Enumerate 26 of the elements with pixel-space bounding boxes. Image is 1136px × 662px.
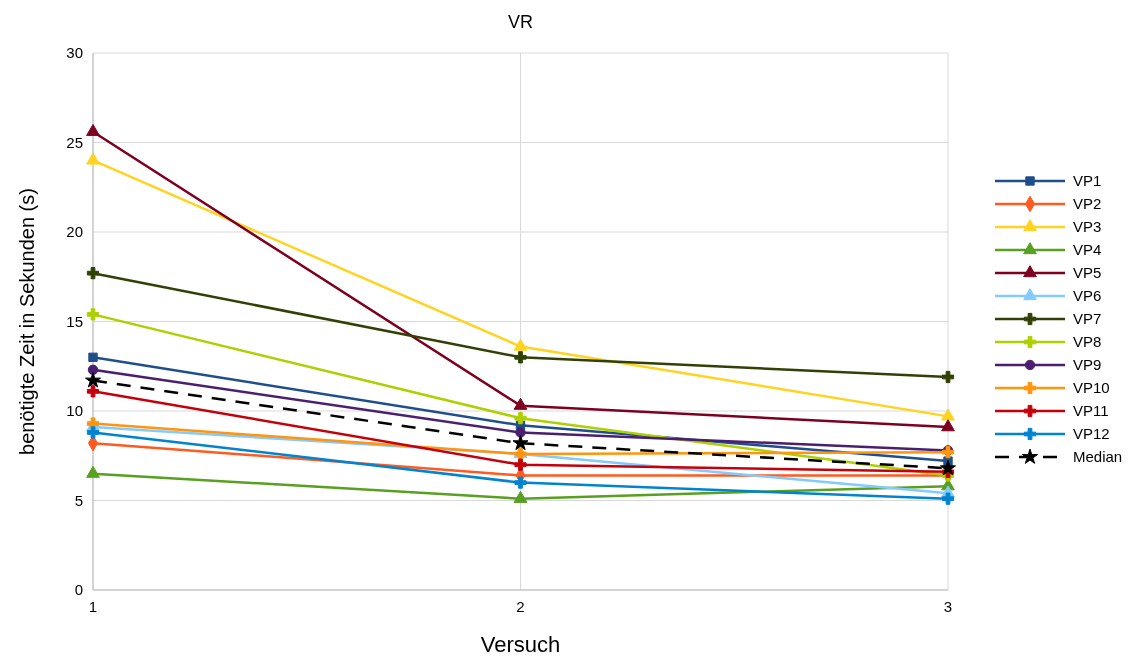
chart-title: VR: [507, 12, 534, 32]
y-tick-label: 20: [66, 223, 83, 241]
x-tick-label: 3: [943, 598, 953, 615]
legend-label: VP4: [1073, 241, 1102, 259]
y-tick-label: 0: [74, 581, 83, 599]
legend-label: VP12: [1073, 425, 1110, 443]
legend-label: VP7: [1073, 310, 1102, 328]
y-tick-label: 25: [66, 133, 83, 151]
x-tick-label: 1: [88, 598, 98, 615]
y-tick-label: 10: [66, 402, 83, 420]
legend-label: VP11: [1073, 402, 1109, 420]
y-tick-label: 15: [66, 312, 83, 330]
legend-label: VP1: [1073, 172, 1102, 190]
legend-label: VP10: [1073, 379, 1110, 397]
legend-label: VP3: [1073, 218, 1102, 236]
y-tick-label: 5: [74, 491, 83, 509]
legend-label: VP9: [1073, 356, 1102, 374]
legend-label: VP6: [1073, 287, 1102, 305]
x-axis-title: Versuch: [480, 632, 561, 657]
legend-label: VP5: [1073, 264, 1102, 282]
legend-label: VP8: [1073, 333, 1102, 351]
x-tick-label: 2: [516, 598, 525, 615]
legend-label: VP2: [1073, 195, 1102, 213]
y-axis-title: benötigte Zeit in Sekunden (s): [16, 188, 38, 455]
legend-label: Median: [1073, 448, 1123, 466]
y-tick-label: 30: [66, 44, 83, 62]
